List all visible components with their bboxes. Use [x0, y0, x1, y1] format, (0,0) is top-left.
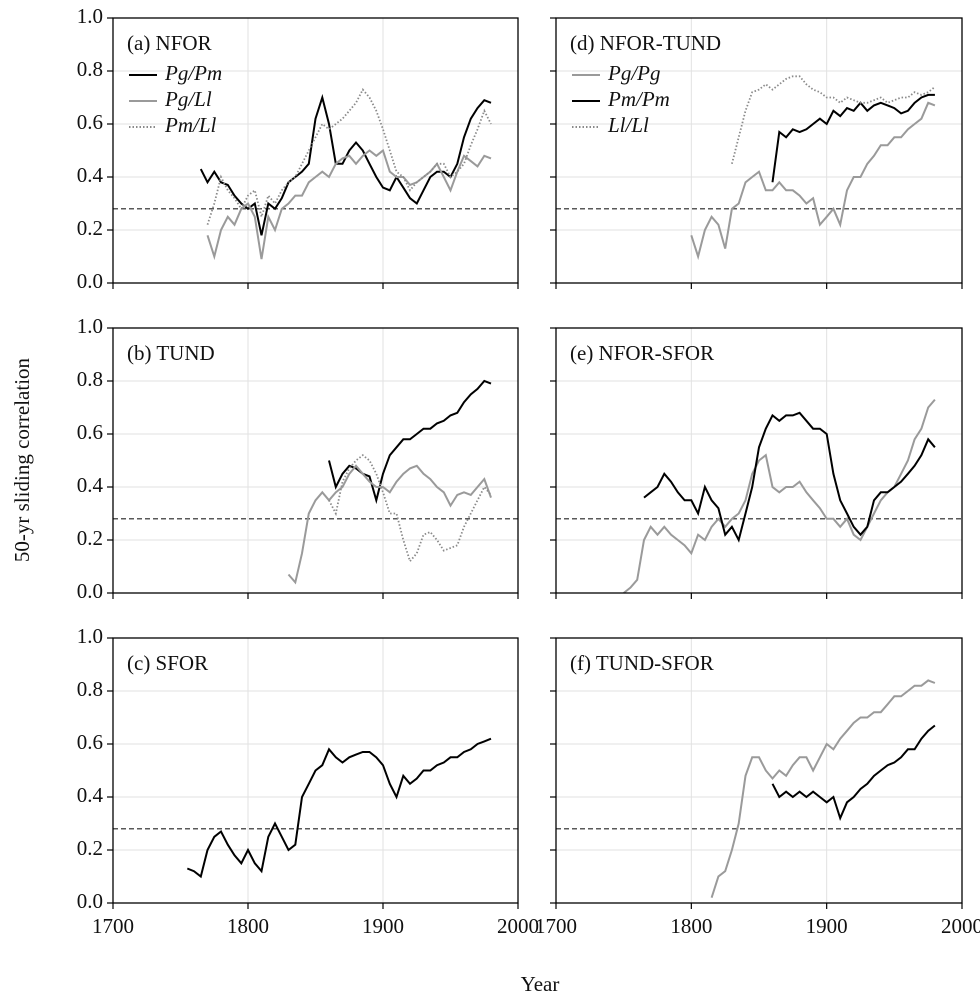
plot-frame: [112, 17, 519, 284]
y-tick-label: 0.0: [77, 889, 103, 913]
y-tick-label: 0.4: [77, 163, 104, 187]
y-tick-label: 0.4: [77, 783, 104, 807]
x-tick-label: 1800: [670, 914, 712, 938]
legend-label: Pg/Pg: [607, 61, 661, 85]
series-line: [186, 737, 492, 879]
y-tick-label: 1.0: [77, 4, 103, 28]
series-line: [771, 724, 936, 822]
y-tick-label: 0.8: [77, 367, 103, 391]
y-tick-label: 0.8: [77, 677, 103, 701]
series-line: [199, 93, 492, 236]
series-line: [287, 464, 492, 585]
x-axis-label: Year: [521, 972, 560, 996]
y-tick-label: 0.6: [77, 420, 103, 444]
x-tick-label: 1700: [535, 914, 577, 938]
y-tick-label: 0.8: [77, 57, 103, 81]
legend-label: Pm/Ll: [164, 113, 217, 137]
y-tick-label: 0.2: [77, 836, 103, 860]
plot-frame: [112, 327, 519, 594]
panel-title: (a) NFOR: [127, 31, 212, 55]
plot-frame: [555, 637, 963, 904]
y-tick-label: 0.6: [77, 730, 103, 754]
panel-title: (c) SFOR: [127, 651, 208, 675]
series-line: [206, 87, 492, 225]
y-tick-label: 0.6: [77, 110, 103, 134]
panel-title: (f) TUND-SFOR: [570, 651, 714, 675]
panel-title: (d) NFOR-TUND: [570, 31, 721, 55]
y-tick-label: 1.0: [77, 314, 103, 338]
panel-title: (b) TUND: [127, 341, 215, 365]
plot-frame: [112, 637, 519, 904]
legend-label: Ll/Ll: [607, 113, 649, 137]
series-line: [206, 148, 492, 261]
y-axis-label: 50-yr sliding correlation: [10, 357, 34, 562]
plot-frame: [555, 17, 963, 284]
series-line: [328, 454, 492, 564]
panel-title: (e) NFOR-SFOR: [570, 341, 714, 365]
series-line: [771, 93, 935, 183]
legend-label: Pg/Ll: [164, 87, 212, 111]
series-line: [643, 411, 936, 543]
x-tick-label: 2000: [497, 914, 539, 938]
x-tick-label: 1900: [806, 914, 848, 938]
x-tick-label: 1900: [362, 914, 404, 938]
series-line: [710, 679, 936, 899]
series-line: [731, 75, 936, 165]
series-line: [623, 398, 936, 594]
y-tick-label: 0.0: [77, 269, 103, 293]
legend-label: Pg/Pm: [164, 61, 222, 85]
y-tick-label: 0.2: [77, 526, 103, 550]
y-tick-label: 1.0: [77, 624, 103, 648]
series-line: [690, 101, 936, 261]
x-tick-label: 1700: [92, 914, 134, 938]
y-tick-label: 0.4: [77, 473, 104, 497]
legend-label: Pm/Pm: [607, 87, 670, 111]
plot-frame: [555, 327, 963, 594]
x-tick-label: 1800: [227, 914, 269, 938]
x-tick-label: 2000: [941, 914, 980, 938]
y-tick-label: 0.0: [77, 579, 103, 603]
series-line: [328, 379, 492, 505]
y-tick-label: 0.2: [77, 216, 103, 240]
